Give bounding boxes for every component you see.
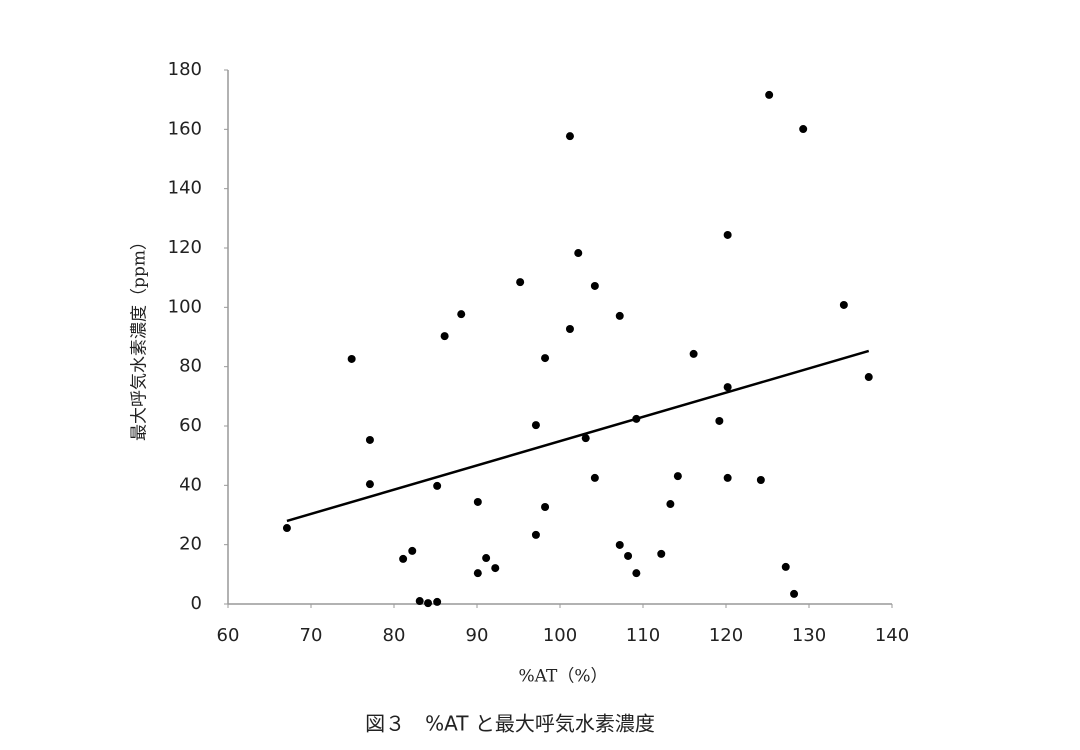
point	[615, 540, 624, 549]
point	[365, 435, 374, 444]
point	[756, 475, 765, 484]
point	[433, 597, 442, 606]
y-tick-label: 20	[179, 534, 202, 555]
y-tick-label: 60	[179, 415, 202, 436]
point	[516, 278, 525, 287]
point	[531, 421, 540, 430]
y-tick-label: 140	[168, 178, 202, 199]
point	[473, 497, 482, 506]
point	[491, 564, 500, 573]
point	[765, 90, 774, 99]
point	[541, 502, 550, 511]
point	[781, 562, 790, 571]
y-tick-label: 80	[179, 356, 202, 377]
point	[482, 554, 491, 563]
x-tick-label: 110	[626, 625, 660, 646]
y-tick-label: 40	[179, 474, 202, 495]
x-tick-label: 60	[217, 625, 240, 646]
x-tick-label: 90	[466, 625, 489, 646]
trend-line	[286, 349, 870, 523]
point	[574, 249, 583, 258]
x-tick-label: 140	[875, 625, 909, 646]
x-tick-label: 130	[792, 625, 826, 646]
point	[433, 481, 442, 490]
point	[473, 569, 482, 578]
point	[790, 589, 799, 598]
x-tick-label: 100	[543, 625, 577, 646]
point	[581, 434, 590, 443]
point	[365, 480, 374, 489]
point	[565, 324, 574, 333]
point	[531, 530, 540, 539]
point	[632, 569, 641, 578]
point	[723, 473, 732, 482]
y-tick-label: 0	[191, 593, 202, 614]
y-tick-label: 100	[168, 296, 202, 317]
point	[590, 281, 599, 290]
point	[673, 472, 682, 481]
x-tick-label: 120	[709, 625, 743, 646]
y-tick-label: 120	[168, 237, 202, 258]
point	[565, 132, 574, 141]
point	[799, 125, 808, 134]
caption: 図３ %AT と最大呼気水素濃度	[365, 712, 655, 736]
point	[424, 599, 433, 608]
point	[541, 354, 550, 363]
point	[347, 354, 356, 363]
y-axis-label: 最大呼気水素濃度（ppm）	[130, 233, 150, 441]
x-tick-label: 80	[383, 625, 406, 646]
point	[282, 524, 291, 533]
point	[666, 500, 675, 509]
x-tick-label: 70	[300, 625, 323, 646]
x-axis-label: %AT（%）	[519, 667, 608, 687]
point	[864, 373, 873, 382]
point	[440, 332, 449, 341]
y-tick-label: 160	[168, 118, 202, 139]
point	[624, 551, 633, 560]
point	[408, 546, 417, 555]
point	[415, 597, 424, 606]
point	[399, 554, 408, 563]
y-tick-label: 180	[168, 59, 202, 80]
point	[657, 549, 666, 558]
point	[723, 383, 732, 392]
point	[590, 473, 599, 482]
point	[723, 230, 732, 239]
point	[689, 349, 698, 358]
point	[615, 311, 624, 320]
point	[715, 416, 724, 425]
point	[839, 300, 848, 309]
point	[632, 414, 641, 423]
point	[457, 310, 466, 319]
